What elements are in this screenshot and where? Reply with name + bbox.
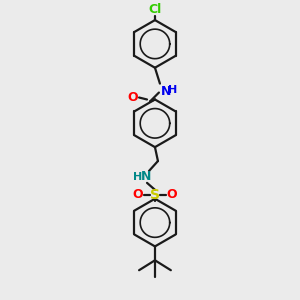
Text: S: S [150,188,160,202]
Text: O: O [167,188,177,201]
Text: N: N [141,170,151,183]
Text: H: H [168,85,177,94]
Text: H: H [134,172,143,182]
Text: O: O [133,188,143,201]
Text: O: O [128,91,138,104]
Text: N: N [161,85,171,98]
Text: Cl: Cl [148,3,162,16]
